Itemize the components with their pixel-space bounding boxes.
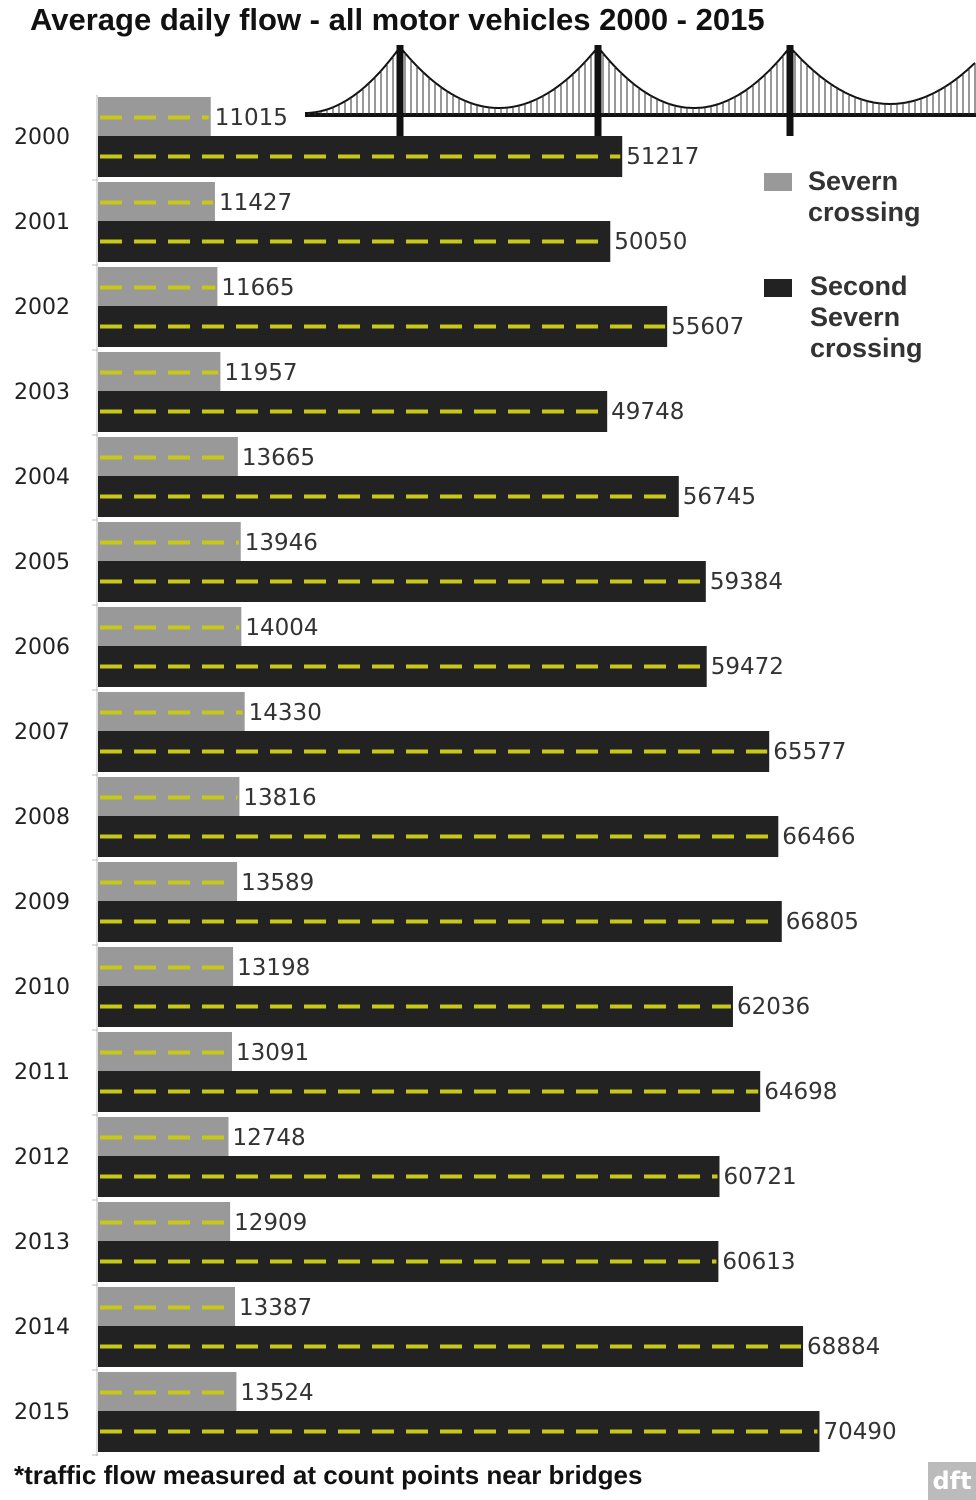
value-label: 12909 [234,1210,307,1236]
bridge-tower [786,45,794,136]
y-tick-label: 2006 [14,635,70,660]
value-label: 70490 [823,1419,896,1445]
legend-swatch [764,173,792,191]
value-label: 50050 [614,229,687,255]
value-label: 59472 [711,654,784,680]
y-tick-label: 2004 [14,465,70,490]
y-tick-label: 2014 [14,1315,70,1340]
value-label: 60613 [722,1249,795,1275]
value-label: 13946 [245,530,318,556]
value-label: 66466 [782,824,855,850]
y-tick-label: 2000 [14,125,70,150]
y-tick-label: 2003 [14,380,70,405]
y-tick-label: 2010 [14,975,70,1000]
chart-title: Average daily flow - all motor vehicles … [30,2,765,37]
value-label: 13665 [242,445,315,471]
value-label: 13091 [236,1040,309,1066]
value-label: 66805 [786,909,859,935]
value-label: 12748 [232,1125,305,1151]
y-tick-label: 2002 [14,295,70,320]
y-tick-label: 2013 [14,1230,70,1255]
value-label: 11015 [215,105,288,131]
y-tick-label: 2007 [14,720,70,745]
value-label: 14004 [245,615,318,641]
y-tick-label: 2011 [14,1060,70,1085]
value-label: 11957 [224,360,297,386]
bar [98,561,706,602]
value-label: 14330 [249,700,322,726]
legend-label: Severn crossing [808,166,921,227]
value-label: 65577 [773,739,846,765]
bridge-tower [594,45,602,136]
value-label: 49748 [611,399,684,425]
y-tick-label: 2001 [14,210,70,235]
footnote: *traffic flow measured at count points n… [14,1460,642,1490]
value-label: 11665 [221,275,294,301]
value-label: 68884 [807,1334,880,1360]
value-label: 13387 [239,1295,312,1321]
y-tick-label: 2015 [14,1400,70,1425]
value-label: 56745 [683,484,756,510]
bar [98,731,770,772]
value-label: 13198 [237,955,310,981]
bridge-cable [305,47,976,114]
bridge-illustration [305,45,976,136]
legend-label: Second Severn crossing [810,271,923,363]
value-label: 13524 [240,1380,313,1406]
y-tick-label: 2009 [14,890,70,915]
y-tick-label: 2005 [14,550,70,575]
value-label: 62036 [737,994,810,1020]
value-label: 13816 [243,785,316,811]
y-tick-label: 2012 [14,1145,70,1170]
value-label: 11427 [219,190,292,216]
value-label: 59384 [710,569,783,595]
credit: dft [932,1467,971,1495]
legend-swatch [764,279,792,297]
value-label: 60721 [723,1164,796,1190]
bridge-tower [396,45,404,136]
bar [98,816,779,857]
credit-box [928,1462,976,1500]
value-label: 64698 [764,1079,837,1105]
value-label: 51217 [626,144,699,170]
bar [98,646,707,687]
value-label: 55607 [671,314,744,340]
value-label: 13589 [241,870,314,896]
y-tick-label: 2008 [14,805,70,830]
